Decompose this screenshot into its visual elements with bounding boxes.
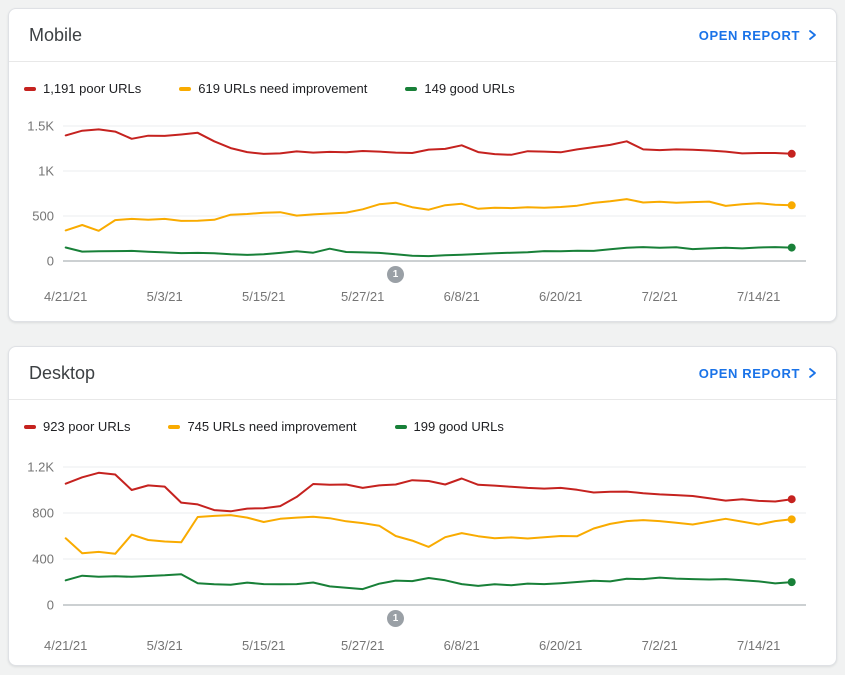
legend-item-good: 199 good URLs <box>394 419 504 434</box>
series-end-dot <box>787 515 796 524</box>
annotation-marker[interactable]: 1 <box>387 266 404 283</box>
annotation-marker[interactable]: 1 <box>387 610 404 627</box>
x-axis-tick-label: 5/15/21 <box>242 289 285 304</box>
y-axis-tick-label: 1K <box>38 164 54 179</box>
chart-line-urls-need-improvement <box>64 198 793 232</box>
chart-line-poor-urls <box>64 128 793 156</box>
good-series-dash-icon <box>405 86 418 91</box>
legend-item-poor: 1,191 poor URLs <box>24 81 141 96</box>
poor-series-dash-icon <box>24 424 36 429</box>
x-axis-tick-label: 6/8/21 <box>444 638 480 653</box>
poor-series-dash-icon <box>24 86 36 91</box>
legend-label-poor: 1,191 poor URLs <box>43 81 142 96</box>
series-end-dot <box>787 149 796 158</box>
chart-line-good-urls <box>64 246 793 258</box>
open-report-link-mobile[interactable]: OPEN REPORT <box>699 27 820 43</box>
x-axis-tick-label: 5/15/21 <box>242 638 285 653</box>
y-axis-tick-label: 1.2K <box>27 460 54 475</box>
improve-series-dash-icon <box>179 86 192 91</box>
x-axis-tick-label: 5/3/21 <box>147 289 183 304</box>
legend-label-improve: 619 URLs need improvement <box>198 81 368 96</box>
legend-item-poor: 923 poor URLs <box>24 419 130 434</box>
desktop-card-header: Desktop OPEN REPORT <box>9 347 836 400</box>
series-end-dot <box>787 243 796 252</box>
x-axis-tick-label: 6/8/21 <box>444 289 480 304</box>
legend-item-improve: 619 URLs need improvement <box>179 81 367 96</box>
open-report-label: OPEN REPORT <box>698 27 800 43</box>
chart-line-good-urls <box>64 573 793 591</box>
x-axis-tick-label: 5/3/21 <box>147 638 183 653</box>
y-axis-tick-label: 1.5K <box>27 119 54 134</box>
x-axis-tick-label: 4/21/21 <box>44 638 87 653</box>
chevron-right-icon <box>809 30 816 40</box>
x-axis-tick-label: 5/27/21 <box>341 638 384 653</box>
y-axis-tick-label: 400 <box>32 552 54 567</box>
y-axis-tick-label: 0 <box>47 598 54 613</box>
mobile-legend: 1,191 poor URLs 619 URLs need improvemen… <box>24 81 515 96</box>
x-axis-tick-label: 4/21/21 <box>44 289 87 304</box>
series-end-dot <box>787 495 796 504</box>
desktop-legend: 923 poor URLs 745 URLs need improvement … <box>24 419 504 434</box>
y-axis-tick-label: 800 <box>32 506 54 521</box>
x-axis-tick-label: 7/14/21 <box>737 638 780 653</box>
legend-label-poor: 923 poor URLs <box>43 419 131 434</box>
card-title-mobile: Mobile <box>29 24 83 45</box>
y-axis-tick-label: 500 <box>32 209 54 224</box>
x-axis-tick-label: 6/20/21 <box>539 289 582 304</box>
x-axis-tick-label: 5/27/21 <box>341 289 384 304</box>
legend-item-good: 149 good URLs <box>405 81 515 96</box>
legend-label-good: 199 good URLs <box>413 419 504 434</box>
chevron-right-icon <box>809 368 816 378</box>
legend-label-good: 149 good URLs <box>424 81 515 96</box>
desktop-card: 0 400 800 1.2K 4/21/21 5/3/21 5/15/21 5/27/21 6/… <box>8 346 837 666</box>
series-end-dot <box>787 201 796 210</box>
legend-item-improve: 745 URLs need improvement <box>168 419 357 434</box>
y-axis-tick-label: 0 <box>47 254 54 269</box>
improve-series-dash-icon <box>168 424 181 429</box>
chart-line-urls-need-improvement <box>64 514 793 555</box>
open-report-link-desktop[interactable]: OPEN REPORT <box>699 365 820 381</box>
series-end-dot <box>787 578 796 587</box>
open-report-label: OPEN REPORT <box>698 365 800 381</box>
chart-line-poor-urls <box>64 471 793 513</box>
x-axis-tick-label: 6/20/21 <box>539 638 582 653</box>
good-series-dash-icon <box>394 424 407 429</box>
mobile-card: 0 500 1K 1.5K 4/21/21 5/3/21 5/15/21 5/27/21 6/8… <box>8 8 837 322</box>
mobile-card-header: Mobile OPEN REPORT <box>9 9 836 62</box>
x-axis-tick-label: 7/2/21 <box>642 638 678 653</box>
card-title-desktop: Desktop <box>29 362 96 383</box>
x-axis-tick-label: 7/2/21 <box>642 289 678 304</box>
x-axis-tick-label: 7/14/21 <box>737 289 780 304</box>
legend-label-improve: 745 URLs need improvement <box>187 419 357 434</box>
